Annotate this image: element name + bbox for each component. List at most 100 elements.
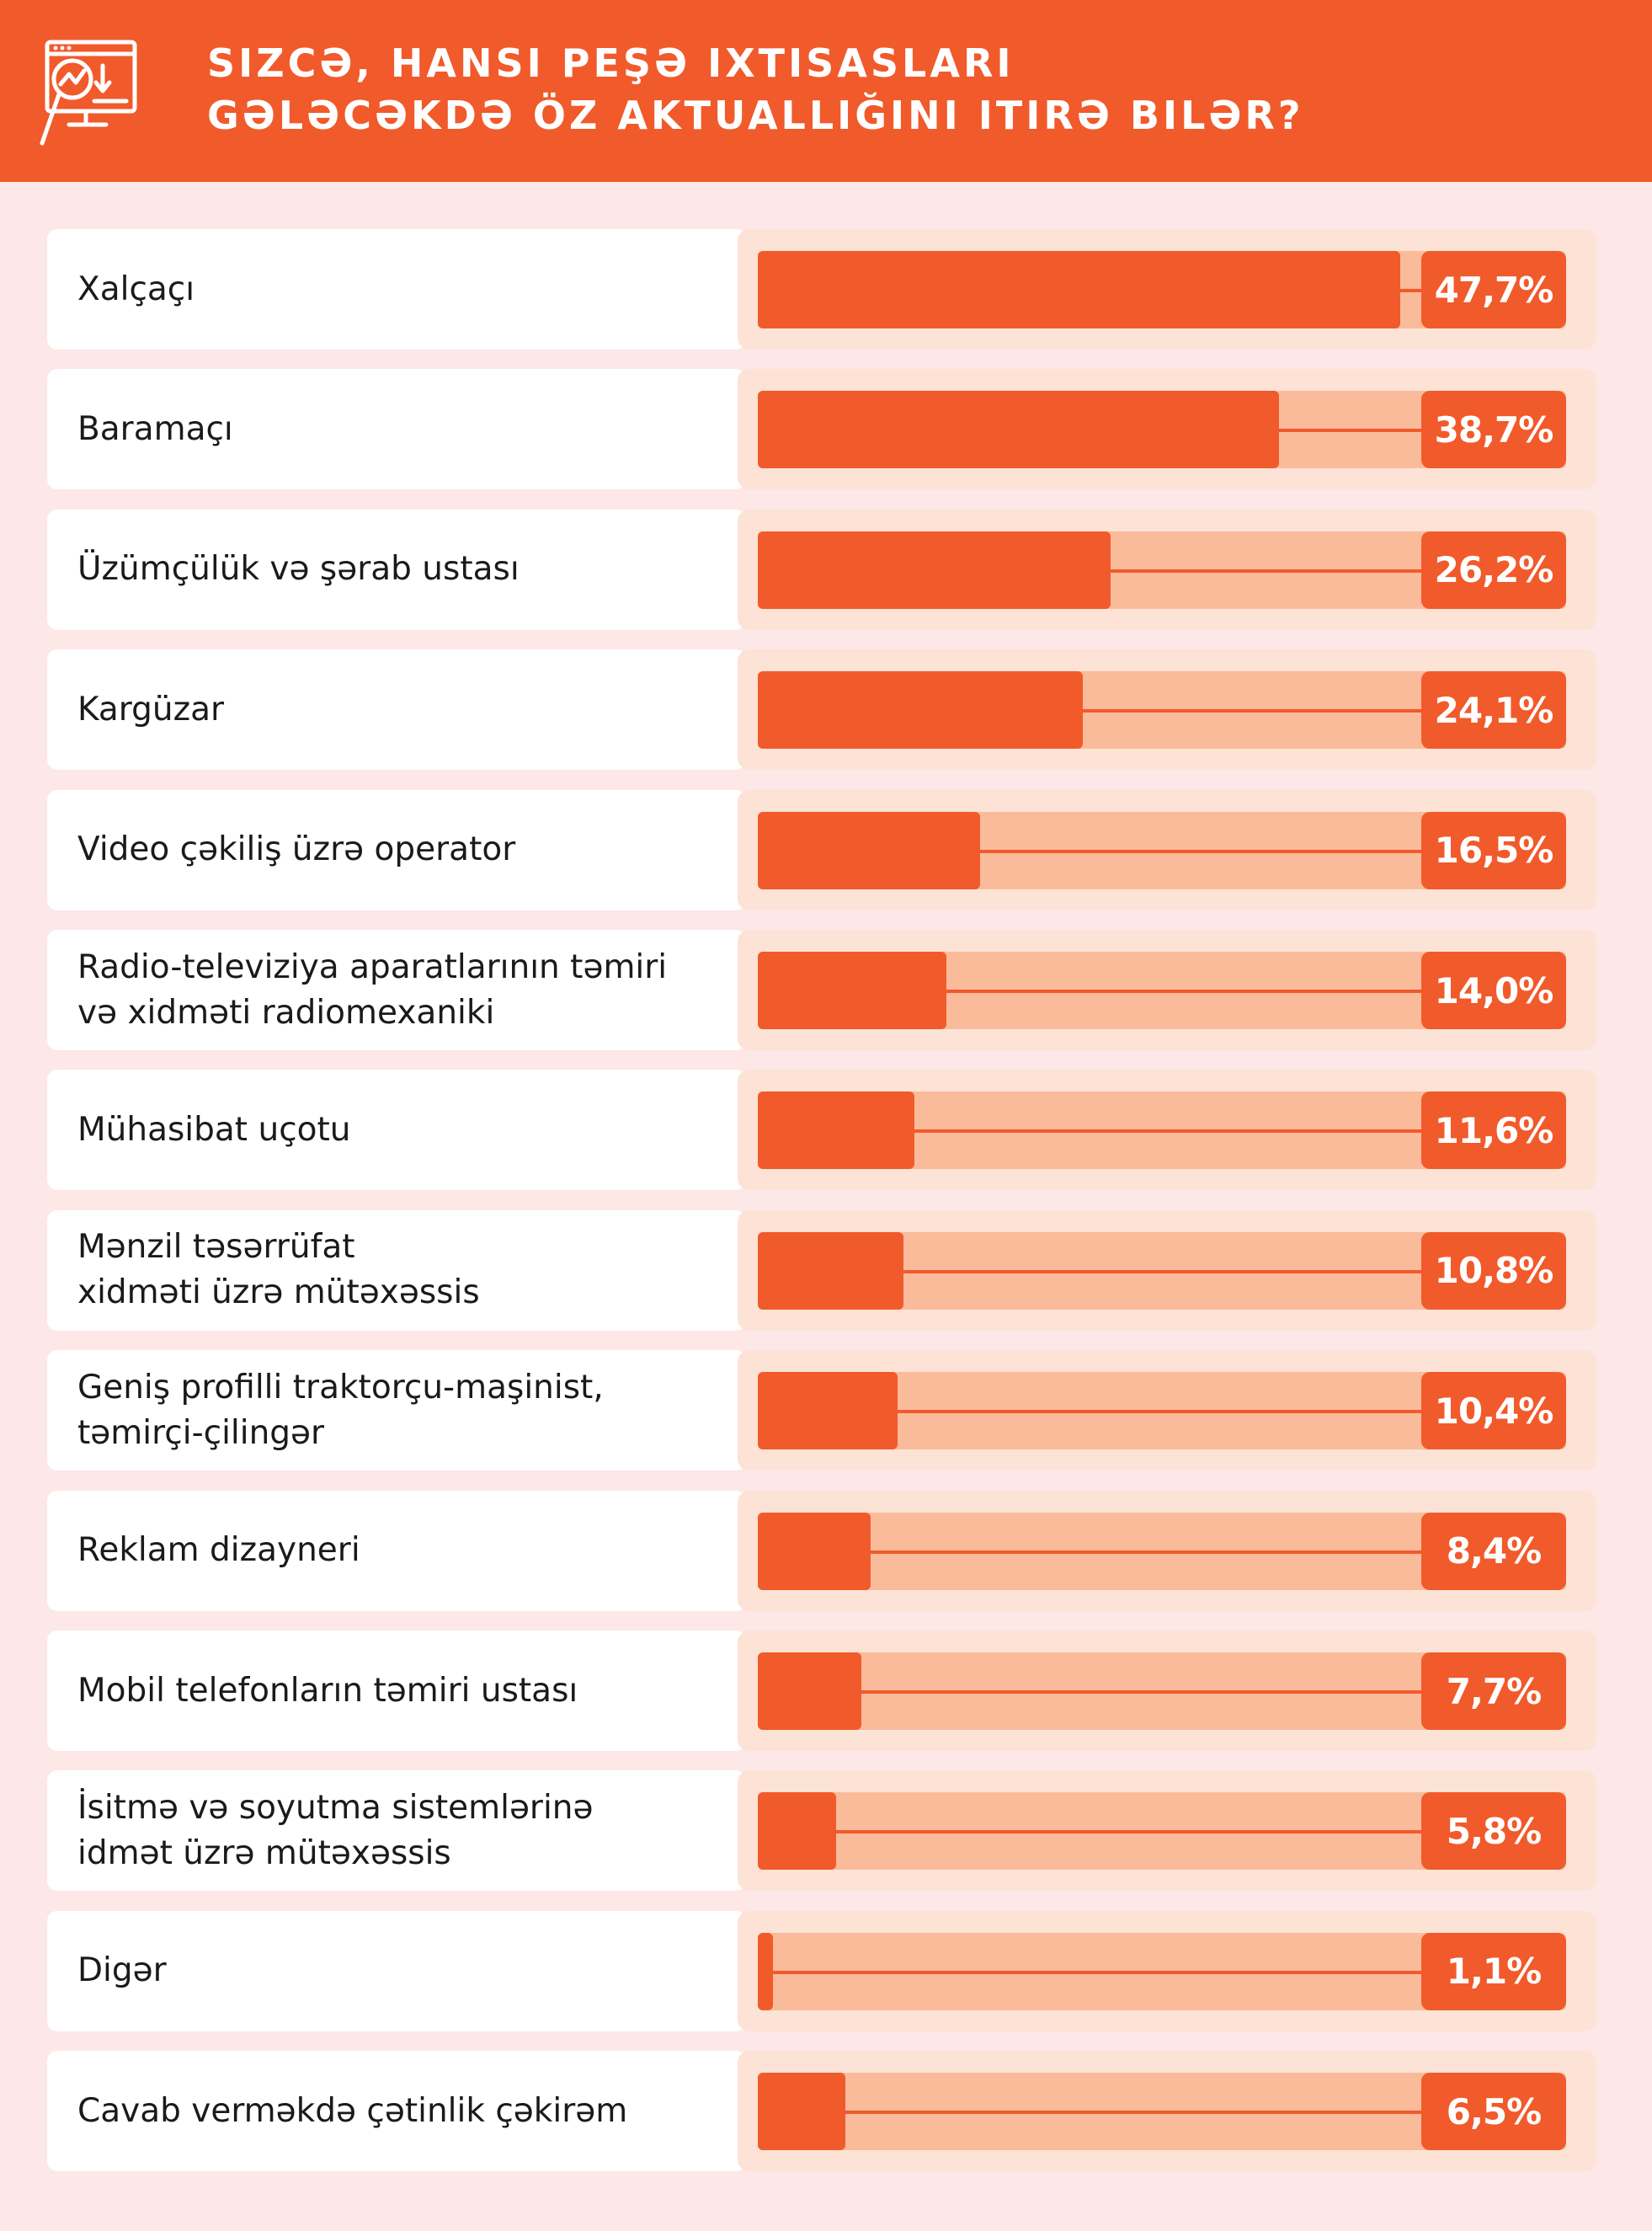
- category-card: Video çəkiliş üzrə operator: [47, 789, 746, 910]
- category-label: Reklam dizayneri: [77, 1531, 360, 1570]
- category-label: Radio-televiziya aparatlarının təmiri və…: [77, 947, 668, 1032]
- leader-line: [1082, 709, 1566, 713]
- category-card: Mühasibat uçotu: [47, 1070, 746, 1191]
- leader-line: [903, 1269, 1566, 1273]
- bar-card: 6,5%: [738, 2051, 1596, 2172]
- value-label: 5,8%: [1421, 1792, 1566, 1871]
- bar-card: 16,5%: [738, 789, 1596, 910]
- bar: [758, 952, 946, 1029]
- bar-row: Cavab verməkdə çətinlik çəkirəm 6,5%: [47, 2051, 1596, 2172]
- category-label: Xalçaçı: [77, 270, 195, 308]
- category-card: Xalçaçı: [47, 229, 746, 350]
- page-title: Sizcə, hansı peşə ixtisasları gələcəkdə …: [207, 37, 1304, 141]
- bar-card: 1,1%: [738, 1910, 1596, 2031]
- value-label: 14,0%: [1421, 952, 1566, 1029]
- bar-card: 10,4%: [738, 1350, 1596, 1471]
- bar-track: 10,8%: [758, 1231, 1566, 1310]
- value-label: 16,5%: [1421, 811, 1566, 889]
- leader-line: [946, 990, 1566, 993]
- leader-line: [898, 1410, 1566, 1414]
- bar-track: 7,7%: [758, 1652, 1566, 1730]
- category-label: Kargüzar: [77, 690, 225, 729]
- category-label: Video çəkiliş üzrə operator: [77, 830, 516, 869]
- category-label: Üzümçülük və şərab ustası: [77, 550, 520, 589]
- bar: [758, 1652, 862, 1730]
- category-label: Digər: [77, 1951, 167, 1990]
- category-card: Mobil telefonların təmiri ustası: [47, 1631, 746, 1751]
- bar: [758, 251, 1401, 328]
- bar-row: Mühasibat uçotu 11,6%: [47, 1070, 1596, 1191]
- bar: [758, 391, 1280, 469]
- bar-row: Reklam dizayneri 8,4%: [47, 1490, 1596, 1611]
- bar-row: Video çəkiliş üzrə operator 16,5%: [47, 789, 1596, 910]
- category-label: İsitmə və soyutma sistemlərinə idmət üzr…: [77, 1788, 594, 1872]
- title-line-2: gələcəkdə öz aktuallığını itirə bilər?: [207, 93, 1304, 138]
- category-label: Cavab verməkdə çətinlik çəkirəm: [77, 2091, 628, 2130]
- bar: [758, 1231, 903, 1310]
- value-label: 6,5%: [1421, 2073, 1566, 2151]
- category-label: Geniş profilli traktorçu-maşinist, təmir…: [77, 1368, 604, 1452]
- bar-card: 7,7%: [738, 1631, 1596, 1751]
- bar-track: 10,4%: [758, 1372, 1566, 1450]
- bar-row: Radio-televiziya aparatlarının təmiri və…: [47, 930, 1596, 1050]
- bar-card: 24,1%: [738, 649, 1596, 771]
- value-label: 10,4%: [1421, 1372, 1566, 1450]
- bar-card: 14,0%: [738, 930, 1596, 1050]
- bar-track: 24,1%: [758, 671, 1566, 750]
- value-label: 1,1%: [1421, 1932, 1566, 2010]
- bar-track: 26,2%: [758, 531, 1566, 609]
- bar-card: 8,4%: [738, 1490, 1596, 1611]
- bar: [758, 1792, 836, 1871]
- value-label: 47,7%: [1421, 251, 1566, 328]
- value-label: 26,2%: [1421, 531, 1566, 609]
- bar-track: 16,5%: [758, 811, 1566, 889]
- bar: [758, 1932, 773, 2010]
- header-banner: Sizcə, hansı peşə ixtisasları gələcəkdə …: [0, 0, 1652, 182]
- bar: [758, 531, 1111, 609]
- leader-line: [871, 1550, 1566, 1554]
- category-card: Mənzil təsərrüfat xidməti üzrə mütəxəssi…: [47, 1209, 746, 1331]
- category-card: İsitmə və soyutma sistemlərinə idmət üzr…: [47, 1770, 746, 1892]
- value-label: 10,8%: [1421, 1231, 1566, 1310]
- bar-track: 6,5%: [758, 2073, 1566, 2151]
- category-label: Mühasibat uçotu: [77, 1110, 351, 1149]
- bar-row: Mobil telefonların təmiri ustası 7,7%: [47, 1631, 1596, 1751]
- bar-card: 26,2%: [738, 509, 1596, 630]
- category-label: Mobil telefonların təmiri ustası: [77, 1671, 578, 1710]
- category-card: Geniş profilli traktorçu-maşinist, təmir…: [47, 1350, 746, 1471]
- title-line-1: Sizcə, hansı peşə ixtisasları: [207, 40, 1015, 86]
- leader-line: [980, 849, 1566, 853]
- bar-card: 5,8%: [738, 1770, 1596, 1892]
- bar-card: 11,6%: [738, 1070, 1596, 1191]
- bar: [758, 671, 1083, 750]
- bar: [758, 1091, 914, 1170]
- category-card: Kargüzar: [47, 649, 746, 771]
- bar-row: Üzümçülük və şərab ustası 26,2%: [47, 509, 1596, 630]
- category-card: Cavab verməkdə çətinlik çəkirəm: [47, 2051, 746, 2172]
- value-label: 7,7%: [1421, 1652, 1566, 1730]
- bar-row: Xalçaçı 47,7%: [47, 229, 1596, 350]
- bar-card: 38,7%: [738, 369, 1596, 490]
- category-card: Üzümçülük və şərab ustası: [47, 509, 746, 630]
- value-label: 24,1%: [1421, 671, 1566, 750]
- bar-track: 11,6%: [758, 1091, 1566, 1170]
- bar: [758, 1512, 871, 1590]
- bar-row: Baramaçı 38,7%: [47, 369, 1596, 490]
- category-card: Digər: [47, 1910, 746, 2031]
- value-label: 38,7%: [1421, 391, 1566, 469]
- leader-line: [772, 1970, 1566, 1974]
- chart-analytics-icon: [40, 40, 137, 146]
- category-label: Baramaçı: [77, 409, 233, 448]
- value-label: 11,6%: [1421, 1091, 1566, 1170]
- category-card: Reklam dizayneri: [47, 1490, 746, 1611]
- leader-line: [861, 1690, 1566, 1694]
- bar-row: Geniş profilli traktorçu-maşinist, təmir…: [47, 1350, 1596, 1471]
- leader-line: [914, 1129, 1566, 1134]
- bar-row: Mənzil təsərrüfat xidməti üzrə mütəxəssi…: [47, 1209, 1596, 1331]
- bar-track: 5,8%: [758, 1792, 1566, 1871]
- category-card: Radio-televiziya aparatlarının təmiri və…: [47, 930, 746, 1050]
- bar-track: 1,1%: [758, 1932, 1566, 2010]
- leader-line: [835, 1830, 1566, 1834]
- value-label: 8,4%: [1421, 1512, 1566, 1590]
